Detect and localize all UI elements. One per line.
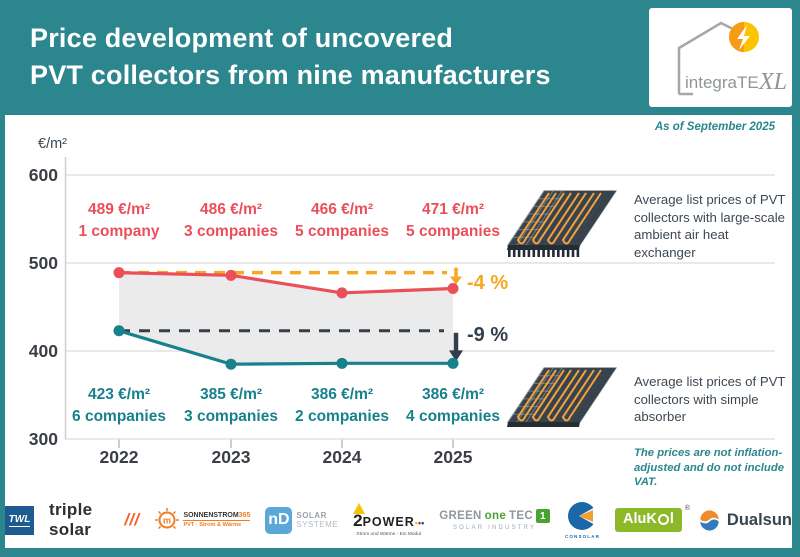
logo-2power: 2POWER••• Strom und Wärme - Ein Modul <box>353 503 424 537</box>
y-tick-300: 300 <box>28 429 58 449</box>
greenonetec-badge: 1 <box>535 509 550 523</box>
y-tick-600: 600 <box>28 165 58 185</box>
logo-consolar: CONSOLAR <box>565 501 600 539</box>
logo-nd-solarsysteme: nD SOLAR SYSTEME <box>265 506 338 534</box>
nd-mark: nD <box>265 506 293 534</box>
red-point-label-2024: 466 €/m² 5 companies <box>295 201 389 240</box>
red-point-label-2025: 471 €/m² 5 companies <box>406 201 500 240</box>
logo-alukol: AluKol ® <box>615 505 690 532</box>
legend-simple-absorber: Average list prices of PVT collectors wi… <box>634 374 786 424</box>
triple-solar-slashes-icon: /// <box>124 510 140 529</box>
teal-point-label-2024: 386 €/m² 2 companies <box>295 386 389 425</box>
logo-twl: TWL <box>5 505 34 535</box>
logo-sonnenstrom365: m SONNENSTROM365 PVT · Strom & Wärme <box>154 507 251 533</box>
house-outline-icon <box>677 21 742 94</box>
logo-greenonetec: GREEN one TEC 1 SOLAR INDUSTRY <box>439 509 550 531</box>
teal-point-label-2025: 386 €/m² 4 companies <box>406 386 500 425</box>
x-tick-2023: 2023 <box>211 447 251 467</box>
2power-dots-icon: ••• <box>414 518 425 528</box>
pvt-panel-heat-exchanger-illustration <box>507 190 617 257</box>
y-axis-unit-label: €/m² <box>38 136 67 152</box>
title-line-2: PVT collectors from nine manufacturers <box>30 60 551 90</box>
consolar-icon <box>568 502 598 530</box>
percent-change-top: -4 % <box>467 272 509 294</box>
dualsun-swirl-icon <box>700 509 719 531</box>
pvt-panel-simple-absorber-illustration <box>507 367 617 427</box>
triangle-icon <box>353 503 366 514</box>
as-of-date: As of September 2025 <box>654 121 775 133</box>
manufacturer-logos-bar: TWL triple solar/// m SONNENSTROM365 PVT… <box>5 498 792 542</box>
header: Price development of uncovered PVT colle… <box>0 0 800 115</box>
sun-icon: m <box>155 508 180 530</box>
twl-mark: TWL <box>5 505 34 535</box>
y-tick-500: 500 <box>28 253 58 273</box>
logo-dualsun: Dualsun <box>697 508 792 533</box>
teal-point-label-2022: 423 €/m² 6 companies <box>72 386 166 425</box>
integrate-xl-logo: integraTE XL <box>649 8 792 107</box>
lightning-icon <box>737 25 750 50</box>
logo-suffix: XL <box>758 69 787 95</box>
red-point-label-2023: 486 €/m² 3 companies <box>184 201 278 240</box>
x-tick-2022: 2022 <box>99 447 139 467</box>
percent-change-bottom: -9 % <box>467 324 509 346</box>
x-tick-2025: 2025 <box>433 447 473 467</box>
logo-name: integraTE <box>685 73 759 92</box>
red-point-label-2022: 489 €/m² 1 company <box>78 201 160 240</box>
price-disclaimer-note: The prices are not inflation-adjusted an… <box>634 447 784 488</box>
page-title: Price development of uncovered PVT colle… <box>30 20 551 94</box>
svg-text:m: m <box>163 516 171 526</box>
title-line-1: Price development of uncovered <box>30 23 454 53</box>
y-tick-400: 400 <box>28 341 58 361</box>
integrate-logo-graphic: integraTE XL <box>677 21 787 96</box>
legend-heat-exchanger: Average list prices of PVT collectors wi… <box>634 192 786 260</box>
logo-triple-solar: triple solar/// <box>49 500 140 539</box>
alukol-ring-icon: o <box>657 514 669 525</box>
x-tick-2024: 2024 <box>322 447 362 467</box>
teal-point-label-2023: 385 €/m² 3 companies <box>184 386 278 425</box>
